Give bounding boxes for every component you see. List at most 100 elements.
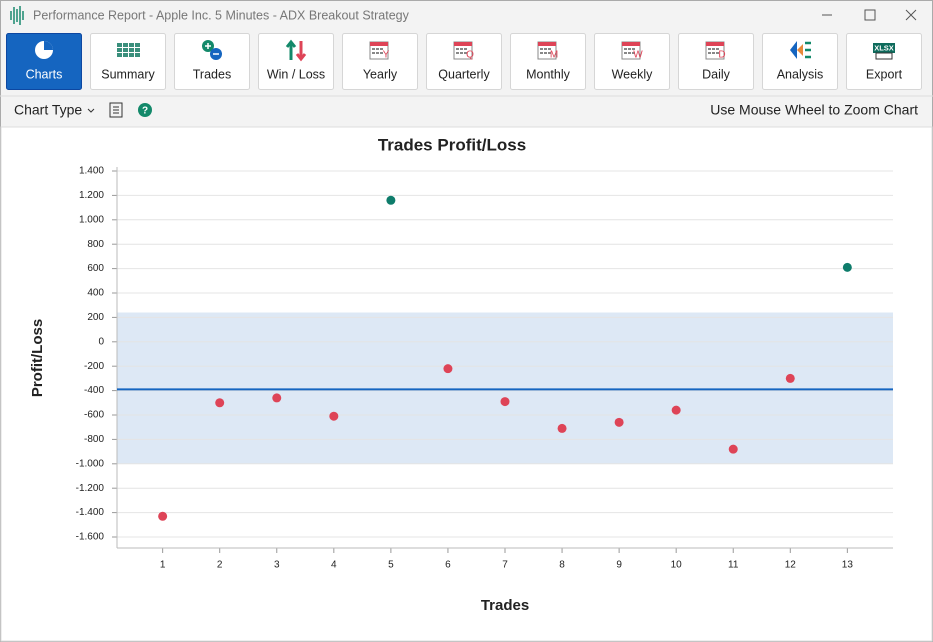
y-tick-label: 400 bbox=[87, 288, 104, 299]
icon bbox=[540, 52, 543, 54]
point bbox=[614, 417, 624, 427]
icon bbox=[376, 48, 379, 50]
icon bbox=[716, 52, 719, 54]
icon bbox=[805, 41, 811, 59]
icon bbox=[117, 48, 122, 52]
x-tick-label: 2 bbox=[217, 560, 223, 571]
close[interactable] bbox=[905, 9, 917, 21]
icon bbox=[538, 42, 556, 46]
icon bbox=[712, 48, 715, 50]
help-icon[interactable] bbox=[138, 103, 152, 117]
icon bbox=[628, 48, 631, 50]
maximize[interactable] bbox=[864, 9, 876, 21]
toolbar-button[interactable]: Trades bbox=[174, 33, 250, 90]
icon bbox=[380, 48, 383, 50]
toolbar-button[interactable]: Summary bbox=[90, 33, 166, 90]
icon bbox=[123, 53, 128, 57]
y-tick-label: 1.200 bbox=[79, 190, 104, 201]
icon bbox=[622, 42, 640, 46]
icon bbox=[708, 48, 711, 50]
icon bbox=[44, 41, 53, 50]
icon bbox=[456, 48, 459, 50]
icon bbox=[372, 48, 375, 50]
toolbar-button[interactable]: Monthly M bbox=[510, 33, 586, 90]
point bbox=[557, 423, 567, 433]
icon bbox=[123, 48, 128, 52]
icon bbox=[117, 53, 122, 57]
point bbox=[500, 397, 510, 407]
x-tick-label: 9 bbox=[616, 560, 622, 571]
zoom-hint: Use Mouse Wheel to Zoom Chart bbox=[710, 102, 918, 118]
icon bbox=[464, 52, 467, 54]
book-lines bbox=[113, 106, 119, 114]
point bbox=[158, 511, 168, 521]
y-tick-label: -400 bbox=[84, 385, 104, 396]
icon bbox=[370, 42, 388, 46]
icon bbox=[135, 43, 140, 47]
x-tick-label: 8 bbox=[559, 560, 565, 571]
button-bg bbox=[762, 33, 838, 90]
y-tick-label: 200 bbox=[87, 312, 104, 323]
y-tick-label: -200 bbox=[84, 361, 104, 372]
button-label: Weekly bbox=[612, 67, 654, 81]
help-glyph: ? bbox=[142, 106, 148, 117]
y-tick-label: 1.400 bbox=[79, 166, 104, 177]
y-tick-label: -1.600 bbox=[76, 532, 105, 543]
icon bbox=[708, 52, 711, 54]
button-bg bbox=[90, 33, 166, 90]
x-tick-label: 7 bbox=[502, 560, 508, 571]
button-label: Summary bbox=[101, 67, 155, 81]
icon bbox=[624, 48, 627, 50]
x-tick-label: 6 bbox=[445, 560, 451, 571]
toolbar-button[interactable]: Charts bbox=[6, 33, 82, 90]
button-label: Quarterly bbox=[438, 67, 490, 81]
toolbar-button[interactable]: Win / Loss bbox=[258, 33, 334, 90]
chart-type-menu[interactable]: Chart Type bbox=[14, 102, 82, 118]
book-icon[interactable] bbox=[109, 102, 123, 118]
icon bbox=[380, 52, 383, 54]
icon bbox=[544, 52, 547, 54]
icon bbox=[716, 48, 719, 50]
button-bg bbox=[258, 33, 334, 90]
icon bbox=[464, 48, 467, 50]
point bbox=[386, 195, 396, 205]
toolbar-button[interactable]: Weekly W bbox=[594, 33, 670, 90]
button-label: Win / Loss bbox=[267, 67, 325, 81]
icon-badge: D bbox=[718, 50, 725, 61]
button-bg bbox=[510, 33, 586, 90]
plot: 1.400 1.200 1.000 800 600 400 200 0 -200 -400 -600… bbox=[76, 166, 893, 571]
button-label: Monthly bbox=[526, 67, 571, 81]
y-tick-label: 1.000 bbox=[79, 214, 104, 225]
icon bbox=[376, 52, 379, 54]
button-bg bbox=[594, 33, 670, 90]
toolbar-button[interactable]: Analysis bbox=[762, 33, 838, 90]
y-tick-label: -1.000 bbox=[76, 458, 105, 469]
button-bg bbox=[678, 33, 754, 90]
icon bbox=[548, 48, 551, 50]
icon bbox=[460, 52, 463, 54]
icon bbox=[628, 52, 631, 54]
icon bbox=[372, 52, 375, 54]
toolbar: Charts Summary Trades Win / Loss Yearly Y Quar… bbox=[6, 33, 922, 90]
point bbox=[671, 405, 681, 415]
icon bbox=[875, 52, 893, 60]
button-bg bbox=[6, 33, 82, 90]
y-tick-label: 800 bbox=[87, 239, 104, 250]
y-tick-label: -600 bbox=[84, 410, 104, 421]
icon-badge: XLSX bbox=[874, 43, 894, 52]
toolbar-button[interactable]: Export XLSX bbox=[846, 33, 922, 90]
toolbar-button[interactable]: Quarterly Q bbox=[426, 33, 502, 90]
icon bbox=[285, 39, 297, 60]
toolbar-button[interactable]: Yearly Y bbox=[342, 33, 418, 90]
icon bbox=[129, 48, 134, 52]
button-label: Trades bbox=[193, 67, 231, 81]
icon bbox=[706, 42, 724, 46]
y-tick-label: -1.400 bbox=[76, 507, 105, 518]
x-tick-label: 5 bbox=[388, 560, 394, 571]
x-tick-label: 12 bbox=[785, 560, 797, 571]
toolbar-button[interactable]: Daily D bbox=[678, 33, 754, 90]
icon-badge: M bbox=[550, 50, 558, 61]
window-title: Performance Report - Apple Inc. 5 Minute… bbox=[33, 8, 410, 22]
